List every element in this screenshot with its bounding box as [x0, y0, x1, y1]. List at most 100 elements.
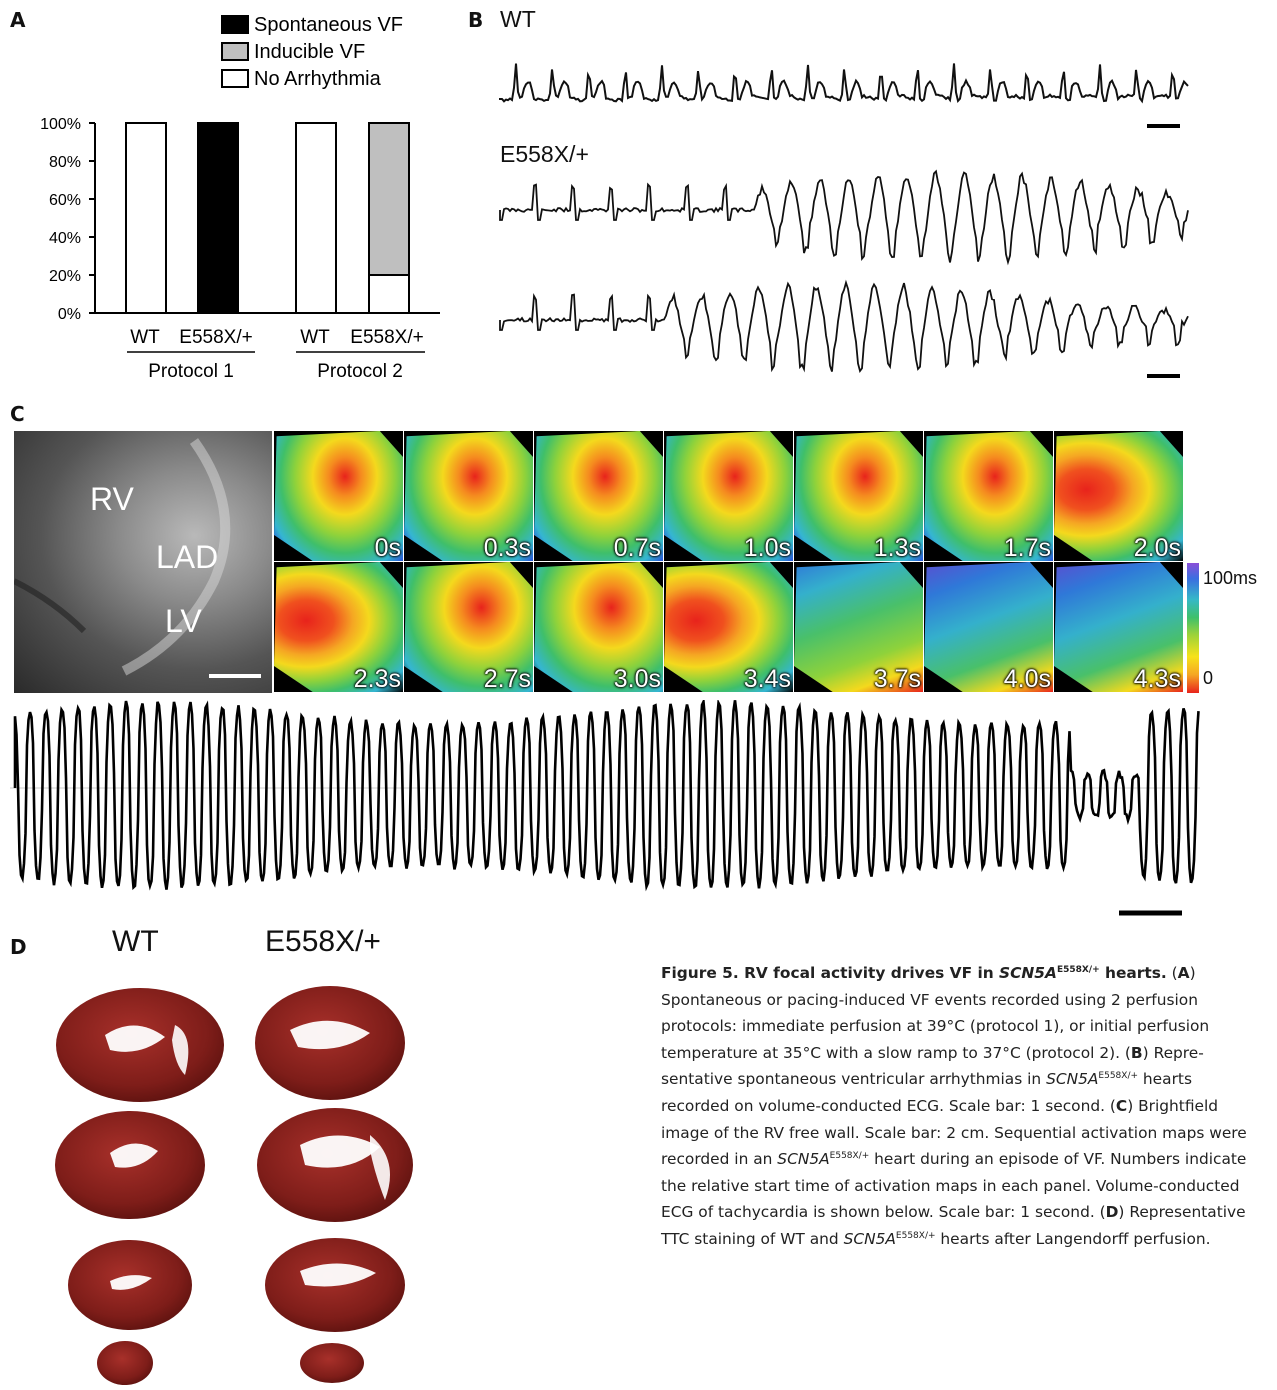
ecg-trace-mutant-1: [499, 169, 1189, 266]
y-tick-label: 20%: [49, 268, 81, 285]
ecg-trace-tachycardia: [13, 700, 1200, 892]
group-label-protocol-1: Protocol 1: [148, 361, 234, 382]
ttc-heart-slices: [55, 986, 413, 1385]
activation-map-time: 3.7s: [873, 665, 921, 692]
panel-d-label: D: [10, 935, 27, 959]
activation-map-time: 4.0s: [1003, 665, 1051, 692]
caption-a-label: A: [1177, 964, 1190, 982]
activation-map-time: 3.4s: [743, 665, 791, 692]
caption-d-text-1: Representative TTC staining of WT and: [661, 1203, 1246, 1248]
caption-d-text-2: hearts after Langendorff perfusion.: [935, 1229, 1211, 1248]
panel-a-label: A: [10, 8, 26, 32]
brightfield-label-lv: LV: [165, 603, 202, 639]
brightfield-label-lad: LAD: [156, 539, 219, 575]
caption-c-label: C: [1115, 1096, 1128, 1115]
brightfield-scale-bar: [209, 674, 261, 678]
caption-c-text-2: heart during an episode of VF. Num­bers …: [661, 1150, 1247, 1222]
y-tick-label: 60%: [49, 192, 81, 209]
activation-map-tile: 4.0s: [924, 562, 1053, 692]
panel-d-wt-label: WT: [112, 925, 159, 958]
legend-label-spontaneous: Spontaneous VF: [254, 14, 403, 36]
y-ticks: 0% 20% 40% 60% 80% 100%: [40, 116, 95, 323]
y-tick-label: 100%: [40, 116, 81, 133]
panel-c-label: C: [10, 402, 25, 426]
activation-map-time: 0.3s: [483, 534, 531, 561]
bar-inducible-vf: [368, 122, 410, 276]
figure-caption: Figure 5. RV focal activity drives VF in…: [661, 964, 1247, 1248]
caption-title-sup: E558X/+: [1056, 965, 1100, 975]
activation-map-tile: 2.3s: [274, 562, 403, 692]
legend-label-none: No Arrhythmia: [254, 68, 382, 90]
heart-slice-mutant-1: [255, 986, 405, 1100]
legend-swatch-spontaneous: [221, 15, 249, 34]
caption-b-text-2: hearts recorded on volume-conducted ECG.…: [661, 1070, 1192, 1115]
panel-b-wt-label: WT: [500, 6, 536, 32]
caption-d-label: D: [1105, 1203, 1119, 1222]
caption-c-text-1: Brightfield image of the RV free wall. S…: [661, 1096, 1247, 1169]
activation-map-tile: 0s: [274, 431, 403, 561]
colorbar: [1187, 563, 1199, 693]
legend-label-inducible: Inducible VF: [254, 41, 365, 63]
activation-map-time: 1.3s: [873, 534, 921, 561]
caption-d-gene: SCN5A: [843, 1229, 896, 1248]
heart-slice-mutant-2: [257, 1108, 413, 1222]
x-category-label: WT: [300, 327, 330, 348]
activation-map-time: 0s: [374, 534, 401, 561]
heart-slice-mutant-3: [265, 1238, 405, 1332]
colorbar-min-label: 0: [1203, 668, 1214, 688]
x-category-label: E558X/+: [350, 327, 423, 348]
activation-map-time: 4.3s: [1133, 665, 1181, 692]
heart-slice-wt-1: [56, 988, 224, 1102]
brightfield-label-rv: RV: [90, 481, 134, 517]
caption-title-suffix: hearts.: [1099, 964, 1167, 982]
activation-map-tile: 4.3s: [1054, 562, 1183, 692]
ecg-trace-wt: [499, 63, 1189, 104]
legend-swatch-inducible: [221, 42, 249, 61]
activation-map-tile: 3.0s: [534, 562, 663, 692]
colorbar-max-label: 100ms: [1203, 568, 1258, 588]
activation-map-time: 2.7s: [483, 665, 531, 692]
group-label-protocol-2: Protocol 2: [317, 361, 403, 382]
activation-map-time: 1.7s: [1003, 534, 1051, 561]
caption-title-prefix: Figure 5. RV focal activity drives VF in: [661, 964, 1000, 982]
panel-b-mut-label: E558X/+: [500, 141, 589, 167]
panel-a-chart: Spontaneous VF Inducible VF No Arrhythmi…: [40, 14, 440, 382]
heart-slice-wt-4: [97, 1341, 153, 1385]
tachycardia-ecg: [10, 700, 1200, 916]
bar-spontaneous-vf: [197, 122, 239, 314]
activation-map-tile: 1.7s: [924, 431, 1053, 561]
caption-d-sup: E558X/+: [895, 1230, 936, 1241]
y-tick-label: 40%: [49, 230, 81, 247]
x-category-label: E558X/+: [179, 327, 252, 348]
bar-no-arrhythmia: [295, 122, 337, 314]
heart-slice-mutant-4: [300, 1343, 364, 1383]
panel-b-ecg-traces: [499, 63, 1189, 378]
heart-slice-wt-2: [55, 1111, 205, 1219]
brightfield-image: RV LAD LV: [14, 431, 272, 693]
caption-title-gene: SCN5A: [999, 964, 1057, 982]
activation-map-time: 1.0s: [743, 534, 791, 561]
activation-map-grid: 0s 0.3s 0.7s 1.0s 1.3s 1.7s 2.0s 2.3s 2.7s 3.0s 3.…: [274, 431, 1186, 693]
x-category-label: WT: [130, 327, 160, 348]
y-tick-label: 0%: [58, 306, 81, 323]
activation-map-tile: 1.3s: [794, 431, 923, 561]
activation-map-tile: 3.4s: [664, 562, 793, 692]
activation-map-time: 0.7s: [613, 534, 661, 561]
activation-map-tile: 1.0s: [664, 431, 793, 561]
heart-slice-wt-3: [68, 1240, 192, 1330]
caption-b-gene: SCN5A: [1046, 1070, 1099, 1089]
activation-map-time: 3.0s: [613, 665, 661, 692]
activation-map-tile: 0.7s: [534, 431, 663, 561]
caption-b-label: B: [1130, 1043, 1143, 1062]
caption-a-text: Spontaneous or pacing-induced VF events …: [661, 990, 1210, 1062]
bar-no-arrhythmia: [125, 122, 167, 314]
activation-map-tile: 3.7s: [794, 562, 923, 692]
ecg-trace-mutant-2: [499, 279, 1189, 374]
activation-map-tile: 0.3s: [404, 431, 533, 561]
activation-map-tile: 2.7s: [404, 562, 533, 692]
caption-b-text-1: Repre­sentative spontaneous ventricular …: [661, 1043, 1204, 1089]
caption-c-gene: SCN5A: [777, 1150, 830, 1169]
x-categories: WT E558X/+ WT E558X/+: [130, 327, 423, 348]
caption-c-sup: E558X/+: [829, 1151, 870, 1162]
activation-map-time: 2.0s: [1133, 534, 1181, 561]
